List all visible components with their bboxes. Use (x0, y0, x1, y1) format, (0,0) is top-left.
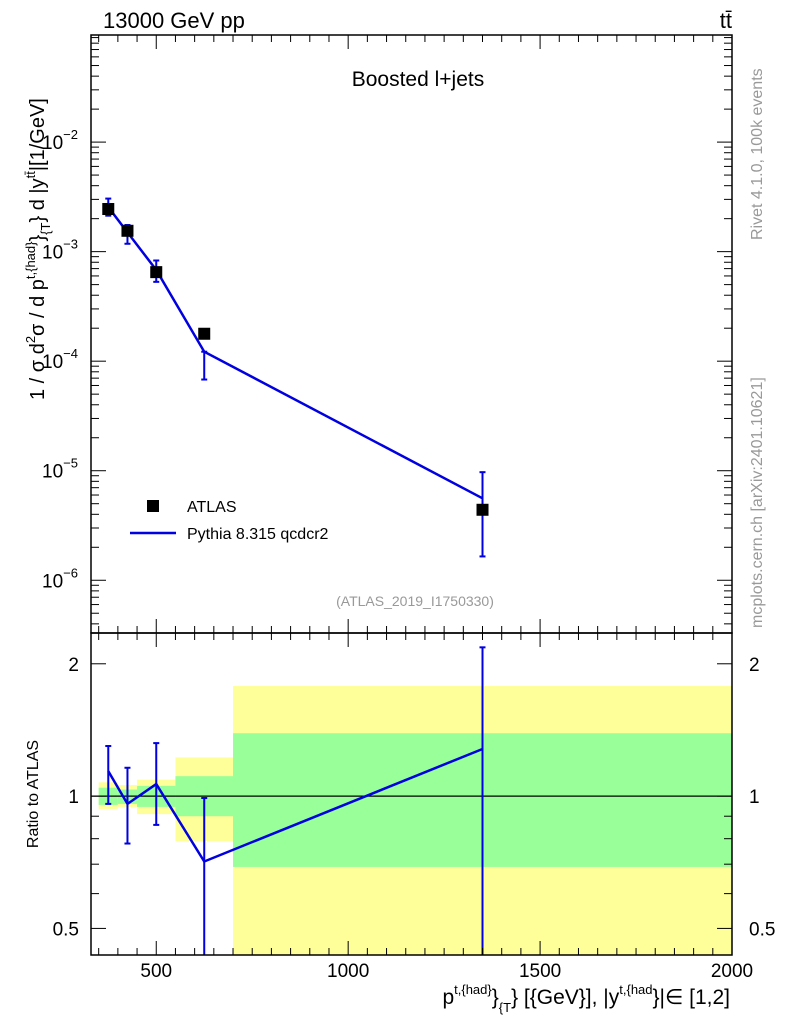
y-tick-label: 10−4 (42, 346, 78, 373)
ratio-panel: 500 1000 1500 2000 0.5 0.5 1 1 2 2 Ratio to ATLAS… (25, 632, 775, 1015)
x-tick-label: 1500 (519, 961, 561, 982)
rivet-label: Rivet 4.1.0, 100k events (749, 68, 766, 240)
ratio-y-tick-label-right: 2 (749, 655, 760, 676)
legend: ATLAS Pythia 8.315 qcdcr2 (130, 499, 329, 543)
y-tick-label: 10−2 (42, 127, 78, 154)
x-tick-label: 1000 (327, 961, 369, 982)
legend-label-pythia: Pythia 8.315 qcdcr2 (187, 526, 329, 543)
ratio-y-tick-label-right: 0.5 (749, 919, 775, 940)
ratio-xlabel: pt,{had}}{T} [{GeV}], |yt,{had}|∈ [1,2] (442, 982, 730, 1015)
main-ylabel: 1 / σ d2σ / d pt,{had}}{T} d |ytt̄|[1/Ge… (23, 98, 53, 400)
analysis-watermark: (ATLAS_2019_I1750330) (336, 593, 494, 609)
y-tick-label: 10−3 (42, 237, 78, 264)
atlas-data-point (150, 266, 163, 279)
mc-line-pythia (107, 206, 484, 500)
atlas-data-point (102, 203, 115, 216)
ratio-line-pythia (107, 747, 483, 864)
y-tick-label: 10−6 (42, 565, 78, 592)
ratio-ylabel: Ratio to ATLAS (25, 740, 42, 848)
y-tick-label: 10−5 (42, 456, 78, 483)
main-title: Boosted l+jets (352, 68, 485, 91)
atlas-data-point (476, 503, 489, 516)
ratio-y-tick-label-left: 2 (68, 655, 79, 676)
main-panel: 10−6 10−5 10−4 10−3 10−2 Boosted l+jets (ATL… (23, 34, 733, 634)
ratio-frame (90, 632, 733, 956)
process-label: tt̄ (720, 8, 732, 33)
x-tick-label: 500 (140, 961, 172, 982)
atlas-data-point (121, 224, 134, 237)
ratio-y-tick-label-left: 0.5 (53, 919, 79, 940)
energy-label: 13000 GeV pp (103, 8, 245, 33)
ratio-y-tick-label-right: 1 (749, 787, 760, 808)
ratio-y-tick-label-left: 1 (68, 787, 79, 808)
main-frame (90, 34, 733, 634)
legend-marker-atlas (147, 500, 159, 512)
x-tick-label: 2000 (711, 961, 753, 982)
atlas-data-point (198, 327, 211, 340)
legend-label-atlas: ATLAS (187, 499, 237, 516)
mcplots-label: mcplots.cern.ch [arXiv:2401.10621] (749, 377, 766, 628)
